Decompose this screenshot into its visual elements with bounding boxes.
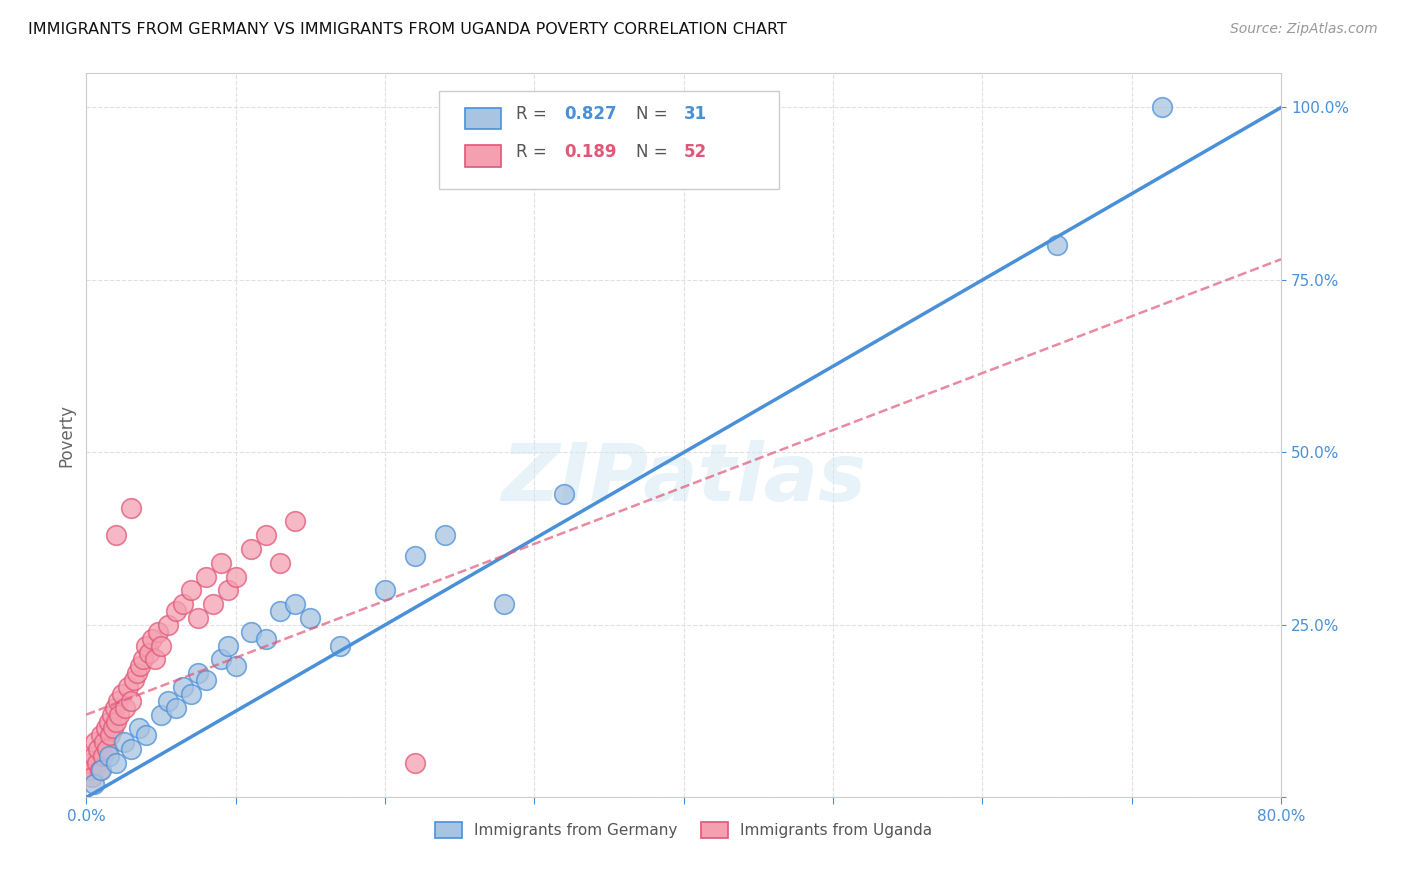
Point — [89, 763, 111, 777]
Point — [180, 583, 202, 598]
Point — [157, 618, 180, 632]
Point — [194, 673, 217, 688]
Point — [239, 542, 262, 557]
Point — [128, 722, 150, 736]
Point — [146, 624, 169, 639]
Point — [187, 611, 209, 625]
Text: 31: 31 — [683, 105, 707, 123]
Point — [187, 666, 209, 681]
Point — [107, 694, 129, 708]
Point — [105, 528, 128, 542]
Text: N =: N = — [636, 105, 673, 123]
Text: R =: R = — [516, 105, 553, 123]
Point — [141, 632, 163, 646]
Text: R =: R = — [516, 143, 553, 161]
Point — [1046, 238, 1069, 252]
Point — [138, 646, 160, 660]
Point — [94, 722, 117, 736]
Point — [374, 583, 396, 598]
Point — [165, 700, 187, 714]
Text: ZIPatlas: ZIPatlas — [501, 440, 866, 517]
Point — [225, 659, 247, 673]
Point — [149, 639, 172, 653]
Point — [84, 735, 107, 749]
Point — [132, 652, 155, 666]
Point — [105, 756, 128, 770]
Point — [209, 556, 232, 570]
Point — [254, 632, 277, 646]
Point — [120, 500, 142, 515]
Point — [101, 722, 124, 736]
Y-axis label: Poverty: Poverty — [58, 404, 75, 467]
Point — [91, 749, 114, 764]
Point — [194, 569, 217, 583]
Point — [404, 756, 426, 770]
Point — [97, 714, 120, 729]
Point — [80, 756, 103, 770]
Point — [96, 742, 118, 756]
Point — [77, 763, 100, 777]
Point — [135, 728, 157, 742]
Point — [217, 639, 239, 653]
Bar — [465, 145, 501, 167]
Point — [90, 728, 112, 742]
Point — [97, 749, 120, 764]
Point — [269, 604, 291, 618]
Text: Source: ZipAtlas.com: Source: ZipAtlas.com — [1230, 22, 1378, 37]
Point — [284, 597, 307, 611]
Point — [269, 556, 291, 570]
Point — [157, 694, 180, 708]
Point — [120, 694, 142, 708]
Point — [86, 756, 108, 770]
Point — [239, 624, 262, 639]
Text: N =: N = — [636, 143, 673, 161]
Point — [180, 687, 202, 701]
Point — [225, 569, 247, 583]
Point — [82, 770, 104, 784]
Point — [90, 763, 112, 777]
Point — [135, 639, 157, 653]
Point — [172, 597, 194, 611]
Point — [217, 583, 239, 598]
Point — [87, 742, 110, 756]
Point — [202, 597, 225, 611]
Point — [117, 680, 139, 694]
Point — [553, 487, 575, 501]
Point — [284, 515, 307, 529]
Point — [129, 659, 152, 673]
Point — [108, 707, 131, 722]
Point — [149, 707, 172, 722]
Point — [122, 673, 145, 688]
Point — [494, 597, 516, 611]
Point — [299, 611, 322, 625]
Point — [112, 735, 135, 749]
Bar — [465, 108, 501, 129]
Point — [404, 549, 426, 563]
Text: 0.827: 0.827 — [564, 105, 617, 123]
Text: 52: 52 — [683, 143, 707, 161]
Point — [125, 666, 148, 681]
FancyBboxPatch shape — [439, 91, 779, 189]
Point — [329, 639, 352, 653]
Point — [143, 652, 166, 666]
Point — [98, 728, 121, 742]
Text: 0.189: 0.189 — [564, 143, 617, 161]
Text: IMMIGRANTS FROM GERMANY VS IMMIGRANTS FROM UGANDA POVERTY CORRELATION CHART: IMMIGRANTS FROM GERMANY VS IMMIGRANTS FR… — [28, 22, 787, 37]
Point — [93, 735, 115, 749]
Point — [104, 700, 127, 714]
Point — [83, 749, 105, 764]
Point — [165, 604, 187, 618]
Point — [172, 680, 194, 694]
Point — [209, 652, 232, 666]
Point — [120, 742, 142, 756]
Point — [111, 687, 134, 701]
Point — [105, 714, 128, 729]
Point — [83, 777, 105, 791]
Point — [100, 707, 122, 722]
Point — [1150, 100, 1173, 114]
Point — [433, 528, 456, 542]
Point — [254, 528, 277, 542]
Legend: Immigrants from Germany, Immigrants from Uganda: Immigrants from Germany, Immigrants from… — [429, 816, 939, 844]
Point — [114, 700, 136, 714]
